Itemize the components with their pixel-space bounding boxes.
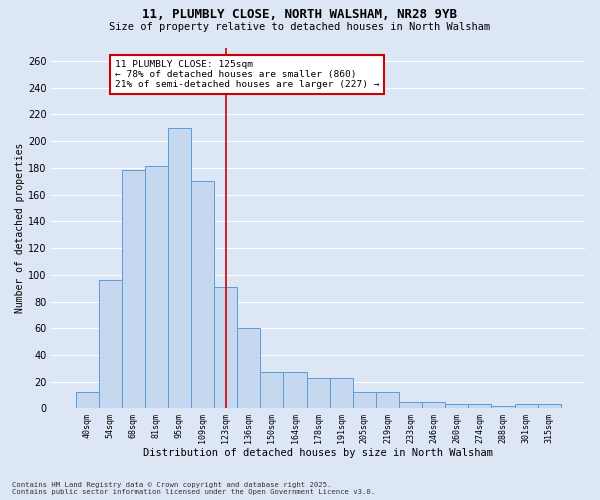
- Bar: [98, 280, 122, 408]
- Bar: [76, 392, 98, 408]
- Y-axis label: Number of detached properties: Number of detached properties: [15, 143, 25, 313]
- Bar: [399, 402, 422, 408]
- Bar: [237, 328, 260, 408]
- Bar: [353, 392, 376, 408]
- Bar: [329, 378, 353, 408]
- Bar: [307, 378, 329, 408]
- Text: 11, PLUMBLY CLOSE, NORTH WALSHAM, NR28 9YB: 11, PLUMBLY CLOSE, NORTH WALSHAM, NR28 9…: [143, 8, 458, 20]
- Text: Size of property relative to detached houses in North Walsham: Size of property relative to detached ho…: [109, 22, 491, 32]
- Bar: [491, 406, 515, 408]
- Bar: [283, 372, 307, 408]
- Bar: [214, 287, 237, 408]
- Bar: [260, 372, 283, 408]
- Bar: [538, 404, 561, 408]
- X-axis label: Distribution of detached houses by size in North Walsham: Distribution of detached houses by size …: [143, 448, 493, 458]
- Text: Contains HM Land Registry data © Crown copyright and database right 2025.: Contains HM Land Registry data © Crown c…: [12, 482, 331, 488]
- Bar: [469, 404, 491, 408]
- Bar: [376, 392, 399, 408]
- Text: Contains public sector information licensed under the Open Government Licence v3: Contains public sector information licen…: [12, 489, 375, 495]
- Bar: [122, 170, 145, 408]
- Bar: [145, 166, 168, 408]
- Bar: [168, 128, 191, 408]
- Bar: [515, 404, 538, 408]
- Bar: [445, 404, 469, 408]
- Bar: [422, 402, 445, 408]
- Bar: [191, 181, 214, 408]
- Text: 11 PLUMBLY CLOSE: 125sqm
← 78% of detached houses are smaller (860)
21% of semi-: 11 PLUMBLY CLOSE: 125sqm ← 78% of detach…: [115, 60, 379, 90]
